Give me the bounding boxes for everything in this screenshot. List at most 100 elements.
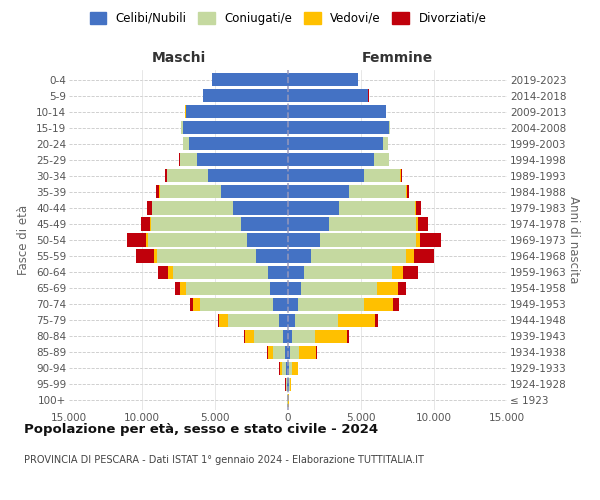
Bar — [288, 298, 298, 310]
Bar — [338, 314, 375, 327]
Bar — [245, 330, 254, 343]
Bar — [377, 282, 398, 294]
Bar — [241, 218, 288, 230]
Bar — [364, 298, 393, 310]
Bar — [152, 202, 233, 214]
Bar — [186, 105, 288, 118]
Bar — [200, 298, 274, 310]
Bar — [401, 170, 402, 182]
Bar — [158, 266, 168, 278]
Bar — [146, 234, 148, 246]
Bar — [193, 298, 200, 310]
Bar — [403, 266, 418, 278]
Bar — [406, 250, 413, 262]
Bar — [157, 186, 160, 198]
Bar — [288, 378, 289, 391]
Bar — [286, 378, 287, 391]
Bar — [154, 250, 157, 262]
Y-axis label: Fasce di età: Fasce di età — [17, 205, 31, 275]
Bar — [271, 282, 288, 294]
Bar — [288, 153, 374, 166]
Bar — [256, 250, 288, 262]
Bar — [208, 170, 288, 182]
Bar — [298, 298, 364, 310]
Text: Femmine: Femmine — [362, 51, 433, 65]
Bar — [299, 346, 316, 359]
Bar — [175, 282, 180, 294]
Bar — [288, 218, 329, 230]
Bar — [288, 362, 289, 375]
Bar — [220, 314, 228, 327]
Bar — [288, 330, 292, 343]
Bar — [413, 250, 434, 262]
Bar — [233, 202, 288, 214]
Bar — [290, 378, 291, 391]
Bar — [180, 153, 197, 166]
Bar — [268, 266, 288, 278]
Bar — [228, 314, 279, 327]
Bar — [292, 330, 315, 343]
Bar — [288, 89, 368, 102]
Bar — [181, 121, 183, 134]
Bar — [274, 298, 288, 310]
Bar — [136, 250, 154, 262]
Bar — [389, 121, 390, 134]
Bar — [244, 330, 245, 343]
Bar — [183, 121, 288, 134]
Bar — [416, 218, 418, 230]
Bar — [339, 202, 415, 214]
Bar — [288, 73, 358, 86]
Bar — [254, 330, 283, 343]
Bar — [146, 202, 152, 214]
Bar — [186, 282, 271, 294]
Bar — [288, 186, 349, 198]
Bar — [283, 330, 288, 343]
Bar — [288, 170, 364, 182]
Bar — [288, 105, 386, 118]
Bar — [288, 314, 295, 327]
Bar — [189, 137, 288, 150]
Bar — [289, 378, 290, 391]
Text: Maschi: Maschi — [151, 51, 206, 65]
Bar — [349, 186, 406, 198]
Bar — [282, 362, 286, 375]
Bar — [165, 170, 167, 182]
Bar — [150, 218, 151, 230]
Bar — [221, 186, 288, 198]
Legend: Celibi/Nubili, Coniugati/e, Vedovi/e, Divorziati/e: Celibi/Nubili, Coniugati/e, Vedovi/e, Di… — [86, 8, 490, 28]
Bar — [288, 250, 311, 262]
Bar — [320, 234, 416, 246]
Bar — [288, 234, 320, 246]
Bar — [418, 218, 428, 230]
Bar — [288, 202, 339, 214]
Bar — [347, 330, 349, 343]
Bar — [329, 218, 416, 230]
Bar — [151, 218, 241, 230]
Bar — [374, 153, 389, 166]
Bar — [315, 330, 347, 343]
Bar — [288, 282, 301, 294]
Bar — [393, 298, 399, 310]
Bar — [392, 266, 403, 278]
Bar — [212, 73, 288, 86]
Bar — [416, 234, 420, 246]
Bar — [190, 298, 193, 310]
Bar — [416, 202, 421, 214]
Y-axis label: Anni di nascita: Anni di nascita — [568, 196, 580, 284]
Bar — [407, 186, 409, 198]
Text: PROVINCIA DI PESCARA - Dati ISTAT 1° gennaio 2024 - Elaborazione TUTTITALIA.IT: PROVINCIA DI PESCARA - Dati ISTAT 1° gen… — [24, 455, 424, 465]
Bar — [287, 378, 288, 391]
Bar — [197, 153, 288, 166]
Bar — [364, 170, 400, 182]
Bar — [180, 282, 186, 294]
Bar — [292, 362, 298, 375]
Text: Popolazione per età, sesso e stato civile - 2024: Popolazione per età, sesso e stato civil… — [24, 422, 378, 436]
Bar — [157, 250, 256, 262]
Bar — [288, 137, 383, 150]
Bar — [301, 282, 377, 294]
Bar — [311, 250, 406, 262]
Bar — [127, 234, 146, 246]
Bar — [173, 266, 268, 278]
Bar — [295, 314, 338, 327]
Bar — [279, 314, 288, 327]
